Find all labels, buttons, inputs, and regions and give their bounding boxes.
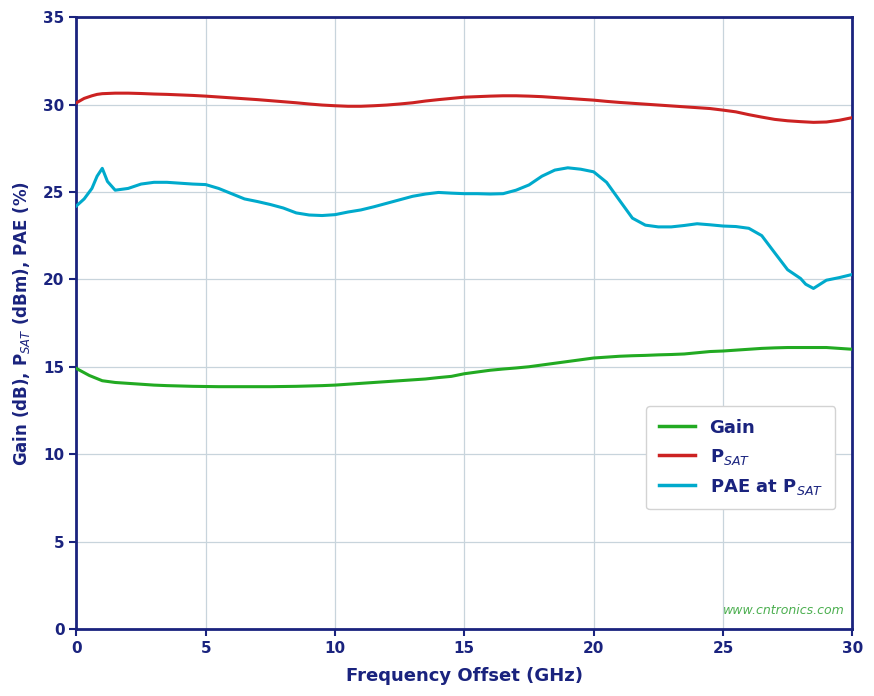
Legend: Gain, P$_{SAT}$, PAE at P$_{SAT}$: Gain, P$_{SAT}$, PAE at P$_{SAT}$ bbox=[647, 406, 836, 509]
X-axis label: Frequency Offset (GHz): Frequency Offset (GHz) bbox=[346, 667, 583, 685]
Y-axis label: Gain (dB), P$_{SAT}$ (dBm), PAE (%): Gain (dB), P$_{SAT}$ (dBm), PAE (%) bbox=[11, 180, 32, 466]
Text: www.cntronics.com: www.cntronics.com bbox=[723, 603, 844, 617]
